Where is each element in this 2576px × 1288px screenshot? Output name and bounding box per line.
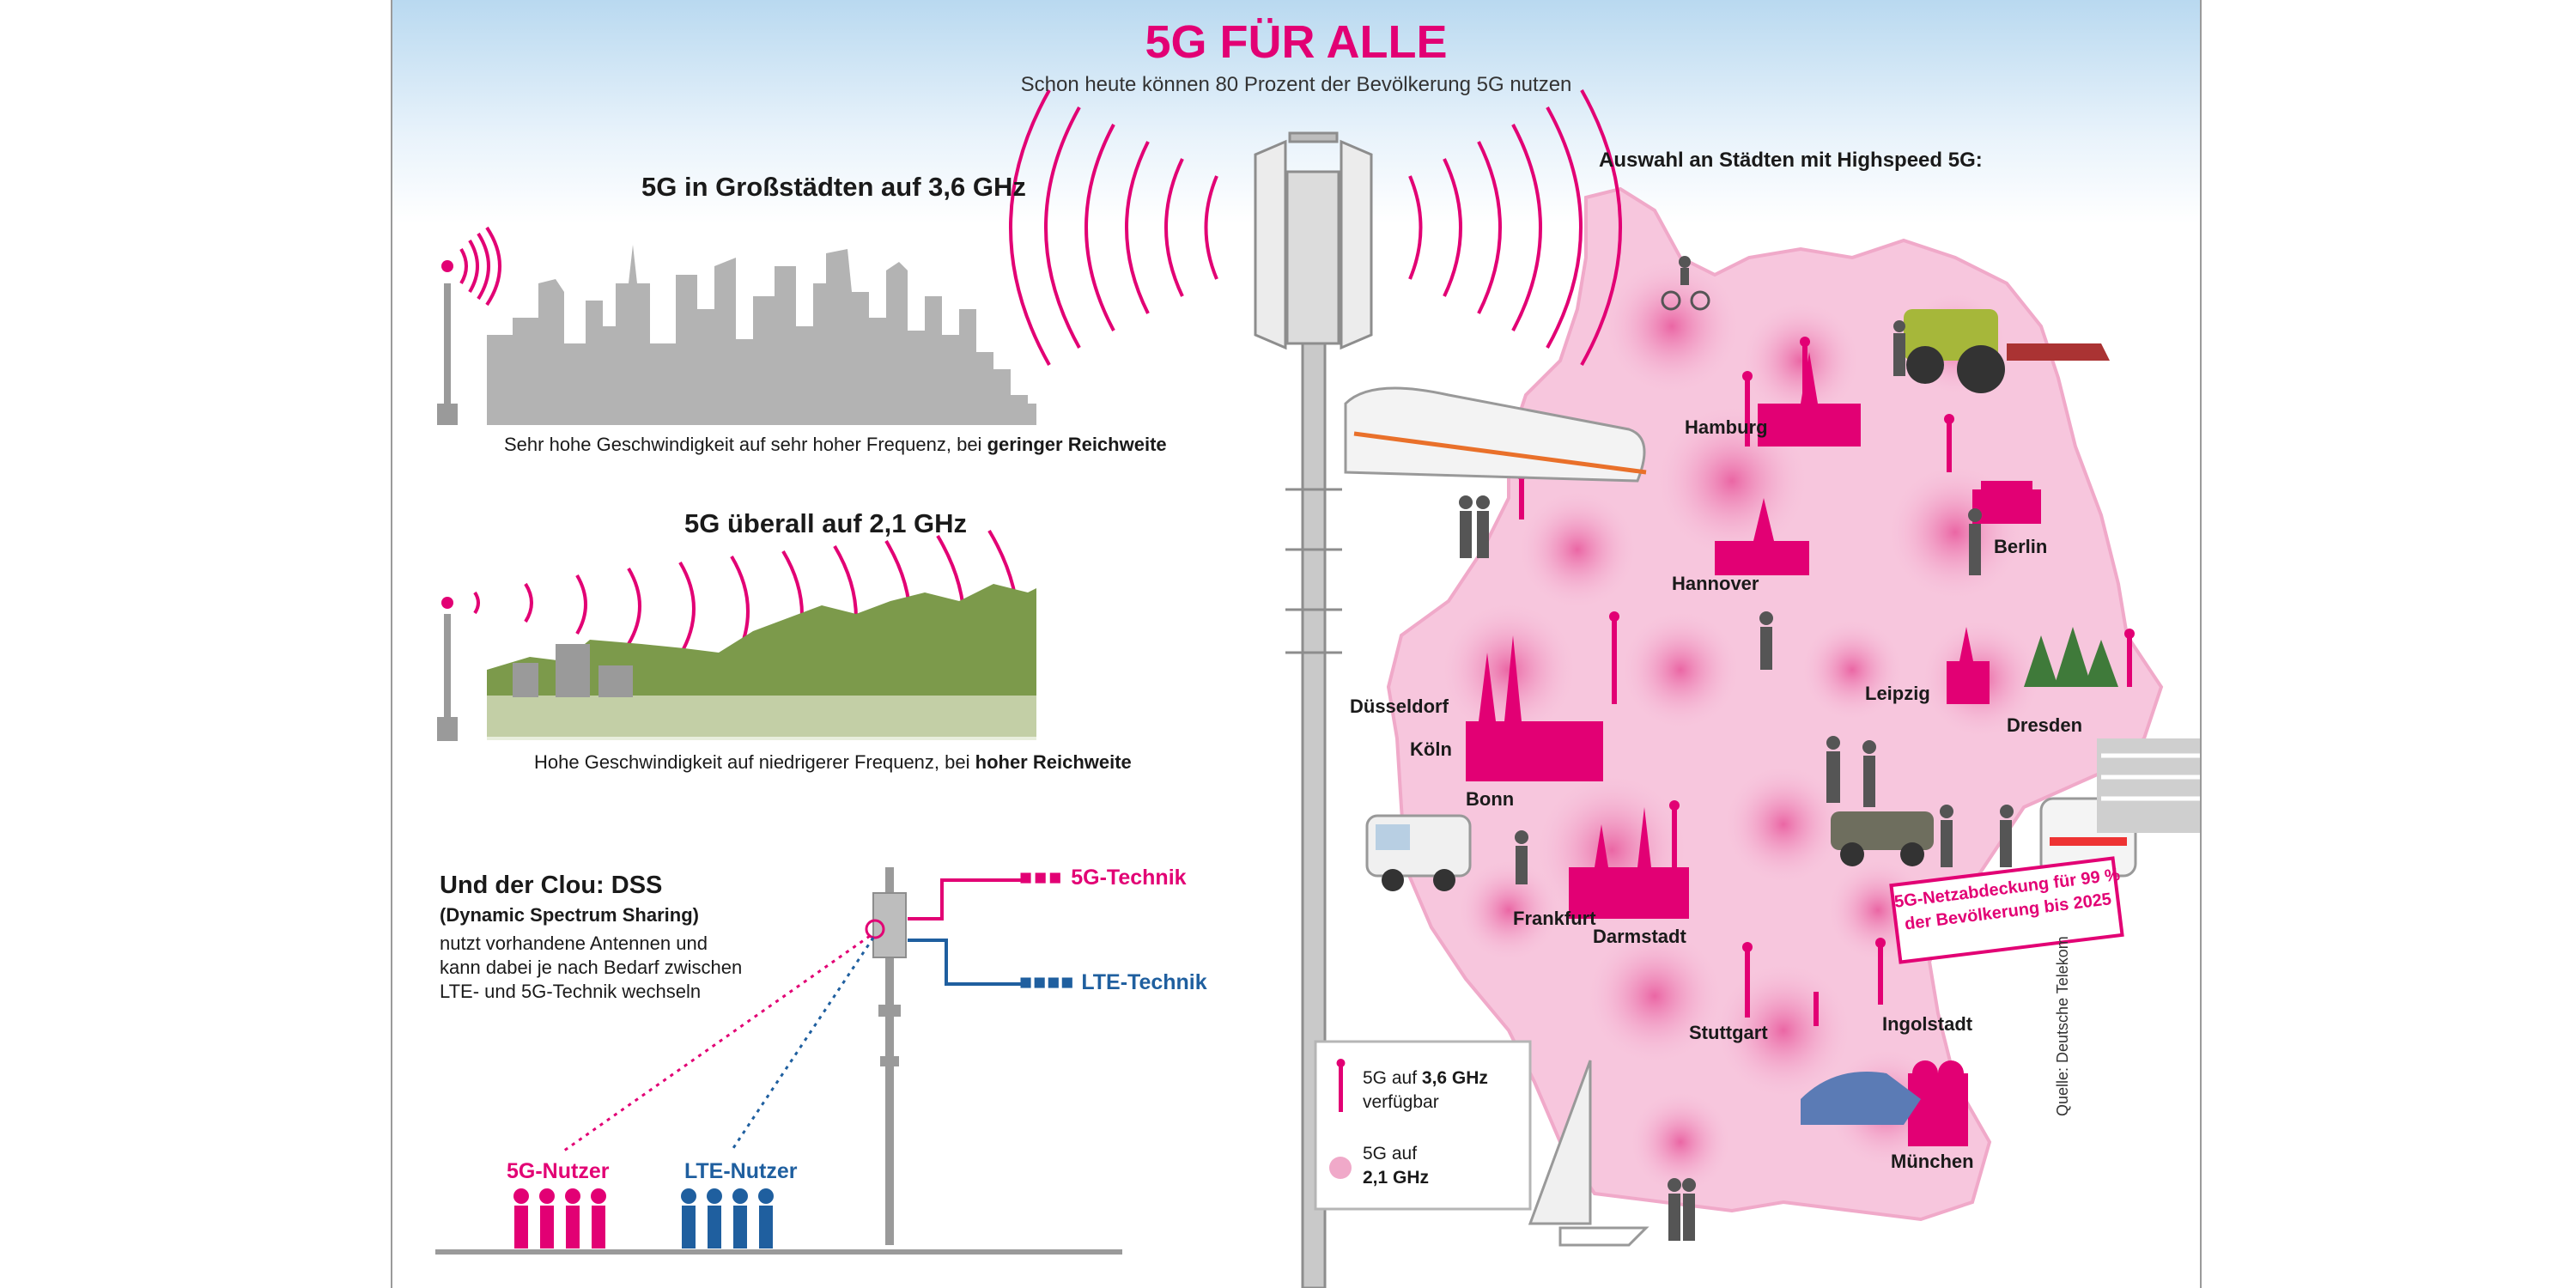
dss-text-line-2: kann dabei je nach Bedarf zwischen (440, 957, 743, 978)
city-label-frankfurt: Frankfurt (1513, 908, 1596, 929)
city-label-ingolstadt: Ingolstadt (1882, 1013, 1973, 1035)
illustration-layer (435, 89, 2200, 1288)
dss-ground (435, 1249, 1122, 1255)
city-label-stuttgart: Stuttgart (1689, 1022, 1768, 1043)
dss-text-line-3: LTE- und 5G-Technik wechseln (440, 981, 702, 1002)
city-label-leipzig: Leipzig (1865, 683, 1930, 704)
tech-lte-text: LTE-Technik (1081, 970, 1207, 994)
tech-5g-text: 5G-Technik (1071, 866, 1187, 890)
small-tower-3-6-ghz (437, 260, 458, 425)
legend-item-3-6-ghz: 5G auf 3,6 GHz verfügbar (1363, 1066, 1488, 1115)
legend-item2-prefix: 5G auf (1363, 1144, 1418, 1163)
legend-item-2-1-ghz: 5G auf 2,1 GHz (1363, 1142, 1429, 1190)
small-tower-2-1-ghz (437, 597, 458, 741)
section2-caption-bold: hoher Reichweite (975, 751, 1132, 773)
tech-lte-label: ■■■■ LTE-Technik (1019, 970, 1207, 995)
central-signal-waves (1009, 89, 1622, 366)
page-subtitle: Schon heute können 80 Prozent der Bevölk… (1020, 73, 1572, 96)
city-label-dresden: Dresden (2007, 714, 2083, 736)
section1-heading: 5G in Großstädten auf 3,6 GHz (641, 172, 1026, 202)
legend-item1-prefix: 5G auf (1363, 1068, 1422, 1088)
city-skyline (487, 245, 1036, 425)
infographic-panel: 5G FÜR ALLE Schon heute können 80 Prozen… (391, 0, 2202, 1288)
section2-heading: 5G überall auf 2,1 GHz (684, 508, 968, 538)
legend-item2-bold: 2,1 GHz (1363, 1168, 1430, 1188)
city-label-darmstadt: Darmstadt (1593, 926, 1686, 947)
city-landmark-icons (1466, 352, 2041, 1146)
section1-caption-plain: Sehr hohe Geschwindigkeit auf sehr hoher… (504, 434, 987, 455)
section2-caption: Hohe Geschwindigkeit auf niedrigerer Fre… (534, 751, 1132, 774)
city-label-bonn: Bonn (1466, 788, 1515, 810)
legend-item1-suffix: verfügbar (1363, 1092, 1439, 1112)
map-heading: Auswahl an Städten mit Highspeed 5G: (1599, 149, 1983, 172)
city-label-hannover: Hannover (1672, 573, 1759, 594)
short-range-waves (459, 226, 501, 307)
city-label-koeln: Köln (1410, 738, 1452, 760)
dss-subheading: (Dynamic Spectrum Sharing) (440, 904, 699, 926)
coverage-badge-frame (1889, 856, 2124, 964)
city-label-hamburg: Hamburg (1685, 416, 1768, 438)
city-label-berlin: Berlin (1994, 536, 2048, 557)
tech-5g-label: ■■■ 5G-Technik (1019, 866, 1187, 890)
page-title: 5G FÜR ALLE (1145, 16, 1448, 68)
city-label-duesseldorf: Düsseldorf (1350, 696, 1449, 717)
tree-icons (2024, 627, 2118, 687)
tech-lte-icon: ■■■■ (1019, 970, 1082, 994)
user-5g-label: 5G-Nutzer (507, 1159, 610, 1183)
dss-text-line-1: nutzt vorhandene Antennen und (440, 933, 708, 954)
user-lte-label: LTE-Nutzer (684, 1159, 798, 1183)
dss-connectors (563, 878, 1028, 1152)
section2-caption-plain: Hohe Geschwindigkeit auf niedrigerer Fre… (534, 751, 975, 773)
lte-user-figures (681, 1188, 774, 1249)
source-credit: Quelle: Deutsche Telekom (2054, 936, 2071, 1116)
tech-5g-icon: ■■■ (1019, 866, 1072, 890)
section1-caption-bold: geringer Reichweite (987, 434, 1167, 455)
landscape (487, 584, 1036, 740)
city-label-muenchen: München (1891, 1151, 1974, 1172)
section1-caption: Sehr hohe Geschwindigkeit auf sehr hoher… (504, 434, 1167, 456)
legend-item1-bold: 3,6 GHz (1421, 1068, 1488, 1088)
map-scene-icons (1365, 256, 2137, 1247)
5g-user-figures (513, 1188, 606, 1249)
train-icon (1344, 386, 1647, 483)
legend-box (1314, 1040, 1532, 1211)
building-icon (2097, 738, 2200, 833)
dss-heading: Und der Clou: DSS (440, 872, 663, 899)
dss-antenna-tower (865, 867, 907, 1245)
